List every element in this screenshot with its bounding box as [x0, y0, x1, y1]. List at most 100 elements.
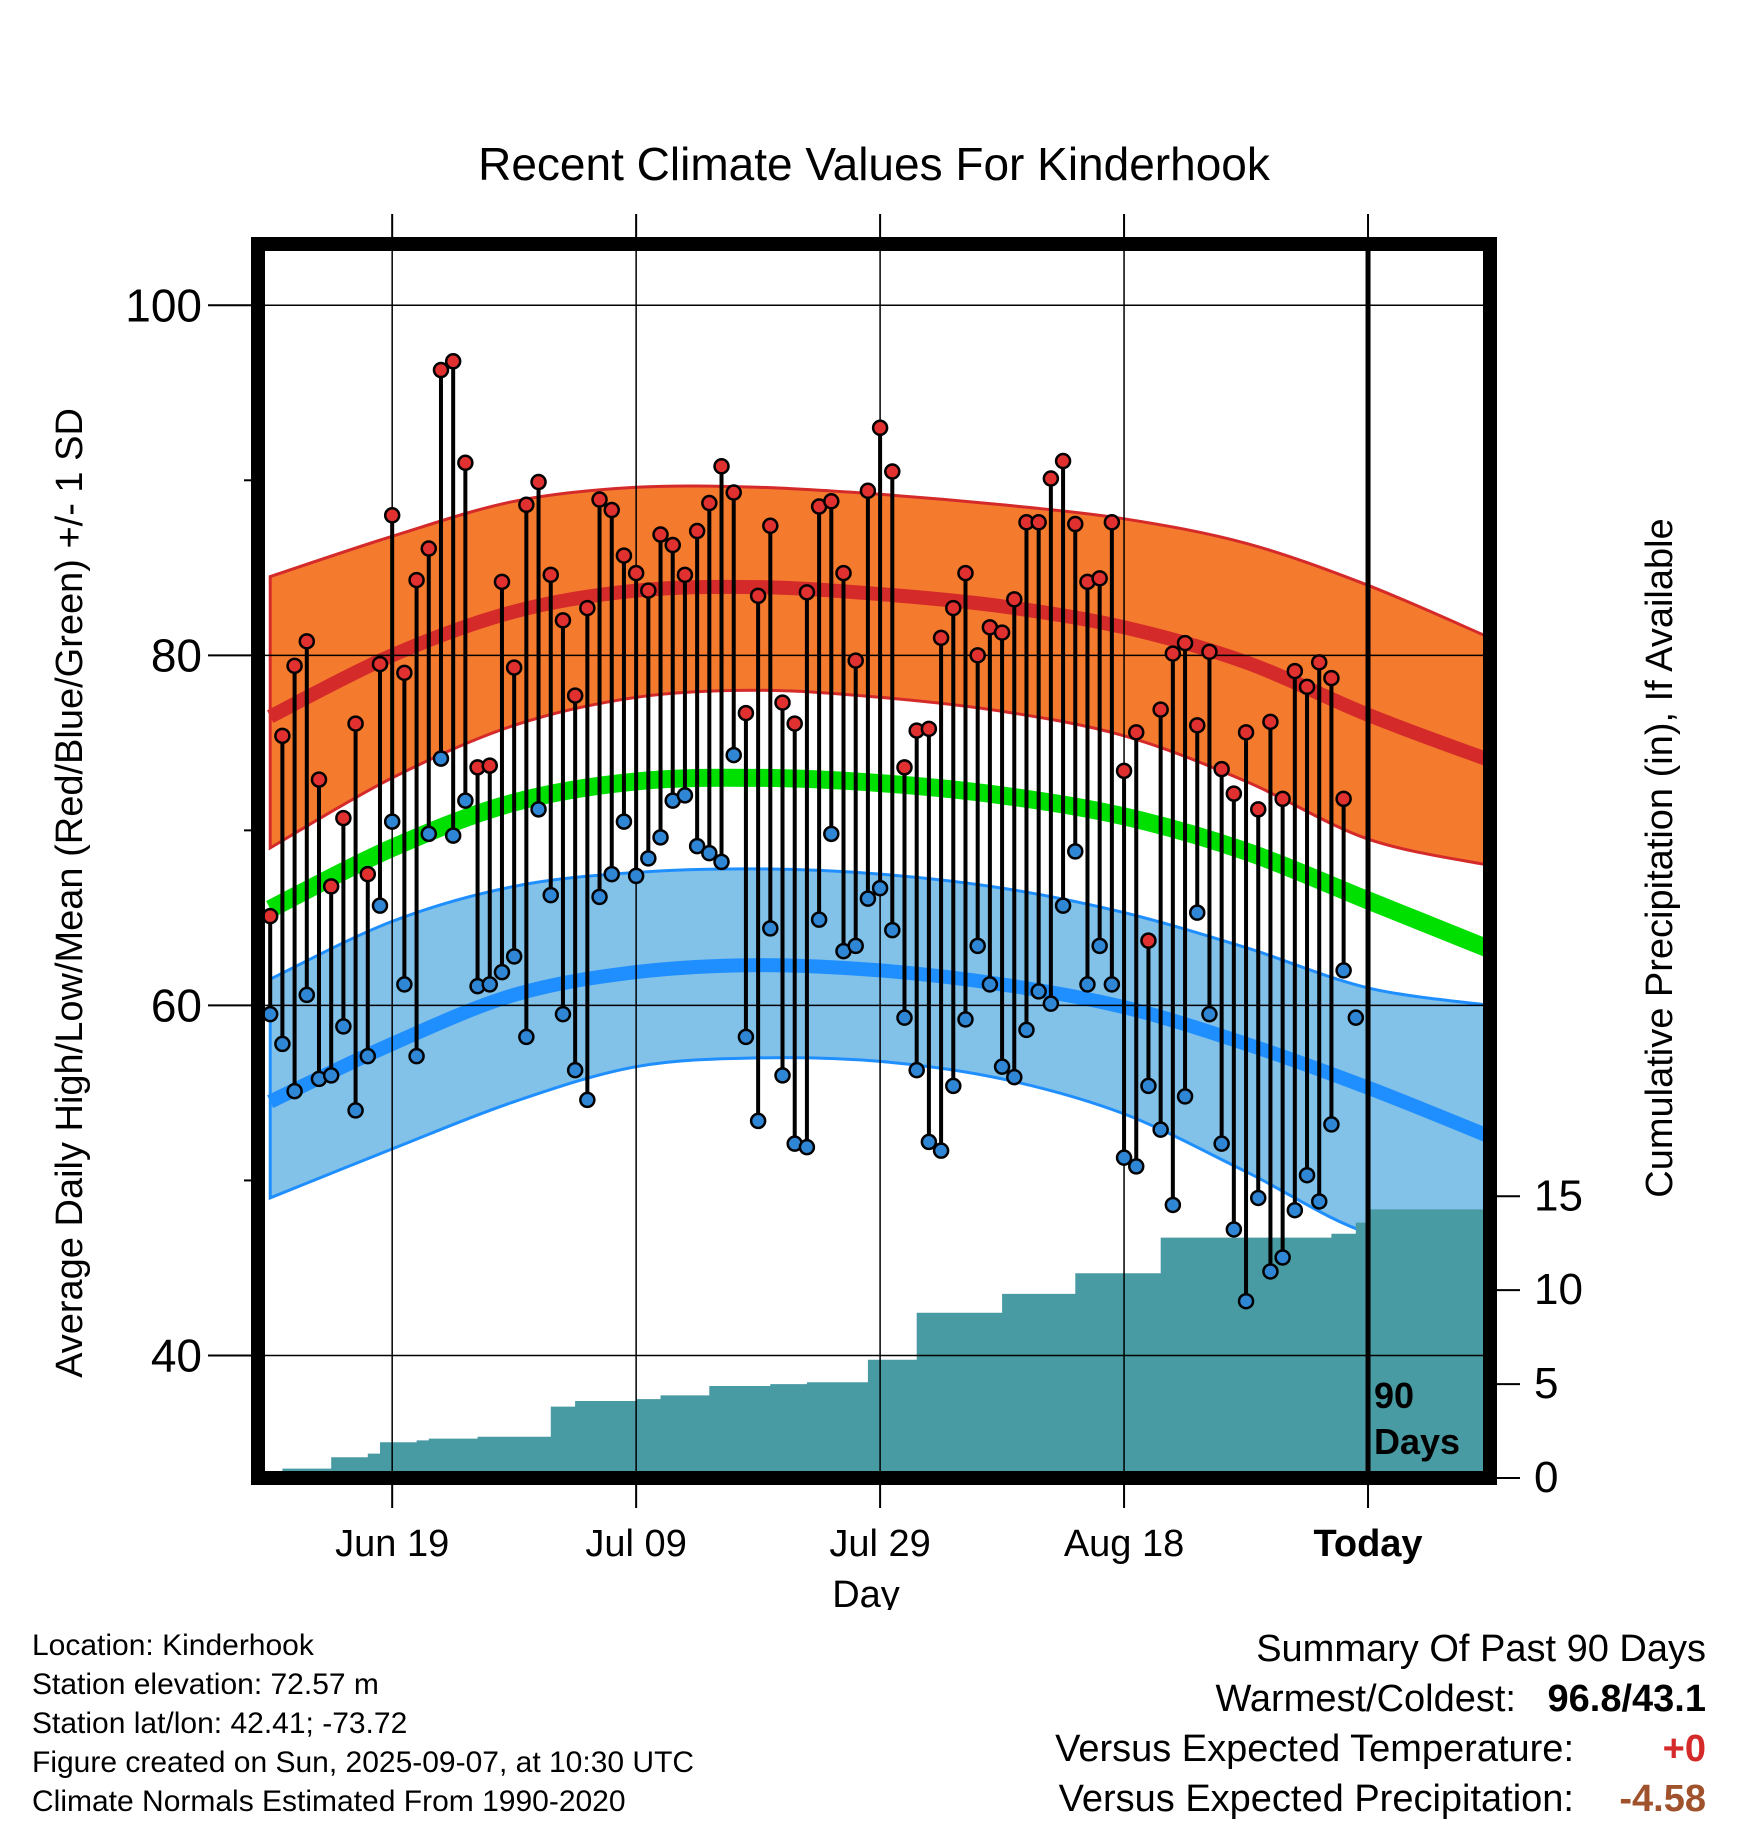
high-temp-point — [359, 865, 377, 883]
high-temp-point — [676, 566, 694, 584]
low-temp-point — [1262, 1263, 1279, 1280]
high-temp-point — [749, 587, 767, 605]
low-temp-point — [1225, 1221, 1243, 1238]
high-temp-point — [798, 584, 816, 601]
low-temp-point — [1188, 904, 1206, 921]
high-temp-point — [1176, 634, 1194, 652]
high-temp-point — [261, 907, 279, 925]
high-temp-point — [1164, 645, 1182, 662]
low-temp-point — [1347, 1009, 1365, 1026]
high-temp-point — [859, 482, 877, 500]
summary-panel: Summary Of Past 90 Days Warmest/Coldest:… — [1055, 1624, 1706, 1824]
y2-tick-label: 5 — [1534, 1359, 1558, 1408]
low-temp-point — [969, 937, 986, 955]
high-temp-point — [823, 493, 840, 510]
low-temp-point — [383, 813, 401, 830]
high-temp-point — [530, 473, 547, 491]
high-temp-point — [298, 633, 316, 650]
low-temp-point — [444, 827, 462, 844]
high-temp-point — [835, 564, 852, 582]
high-temp-point — [383, 507, 401, 524]
low-temp-point — [945, 1077, 962, 1095]
y2-tick-label: 0 — [1534, 1453, 1558, 1502]
high-temp-point — [1298, 678, 1316, 696]
high-temp-point — [615, 547, 633, 564]
low-temp-point — [810, 911, 828, 928]
high-temp-point — [884, 463, 901, 480]
low-temp-point — [335, 1018, 352, 1035]
y-tick-label: 40 — [151, 1329, 202, 1381]
high-temp-point — [1274, 790, 1291, 808]
low-temp-point — [457, 792, 474, 809]
high-temp-point — [1152, 701, 1169, 718]
low-temp-point — [1030, 983, 1047, 1000]
high-temp-point — [871, 419, 889, 437]
low-temp-point — [432, 750, 450, 767]
x-axis-label: Day — [832, 1574, 900, 1610]
low-temp-point — [530, 801, 547, 818]
low-temp-point — [579, 1091, 596, 1109]
high-temp-point — [896, 759, 913, 776]
low-temp-point — [1103, 976, 1121, 993]
low-temp-point — [774, 1067, 791, 1084]
high-temp-point — [688, 522, 706, 540]
low-temp-point — [481, 976, 499, 993]
high-temp-point — [444, 353, 462, 370]
y-tick-label: 60 — [151, 979, 202, 1031]
x-tick-label: Jun 19 — [335, 1523, 449, 1565]
low-temp-point — [676, 787, 694, 804]
low-temp-point — [347, 1102, 364, 1119]
low-temp-point — [1018, 1021, 1035, 1039]
low-temp-point — [591, 888, 608, 906]
low-temp-point — [957, 1011, 974, 1028]
high-temp-point — [652, 526, 669, 543]
low-temp-point — [274, 1035, 291, 1053]
y-axis-label: Average Daily High/Low/Mean (Red/Blue/Gr… — [49, 408, 91, 1378]
low-temp-point — [847, 937, 864, 955]
high-temp-point — [566, 687, 584, 704]
high-temp-point — [786, 715, 803, 732]
low-temp-point — [1079, 976, 1096, 993]
low-temp-point — [871, 879, 889, 897]
high-temp-point — [1335, 790, 1352, 808]
low-temp-point — [371, 897, 389, 914]
low-temp-point — [1054, 897, 1072, 914]
warmest-value: 96.8/43.1 — [1547, 1678, 1706, 1720]
low-temp-point — [762, 920, 779, 937]
low-temp-point — [1310, 1193, 1328, 1210]
x-tick-label: Jul 09 — [585, 1523, 686, 1565]
low-temp-point — [1249, 1189, 1267, 1207]
low-temp-point — [920, 1133, 938, 1151]
low-temp-point — [1201, 1005, 1218, 1023]
y-tick-label: 80 — [151, 629, 202, 681]
high-temp-point — [847, 652, 864, 669]
low-temp-point — [1286, 1201, 1304, 1219]
low-temp-point — [981, 976, 999, 993]
high-temp-point — [310, 771, 328, 788]
low-temp-point — [420, 825, 438, 843]
high-temp-point — [518, 496, 535, 514]
low-temp-point — [701, 844, 718, 862]
high-temp-point — [1225, 785, 1243, 802]
low-temp-point — [359, 1047, 377, 1065]
high-temp-point — [1249, 801, 1267, 818]
summary-title: Summary Of Past 90 Days — [1256, 1628, 1706, 1670]
y2-tick-label: 15 — [1534, 1171, 1583, 1220]
low-temp-point — [493, 963, 511, 981]
high-temp-point — [1006, 591, 1023, 608]
high-temp-point — [432, 361, 450, 379]
normals-text: Climate Normals Estimated From 1990-2020 — [32, 1785, 626, 1818]
y2-tick-label: 10 — [1534, 1265, 1583, 1314]
x-tick-label: Jul 29 — [829, 1523, 930, 1565]
low-temp-point — [823, 825, 840, 843]
low-temp-point — [688, 837, 706, 855]
high-temp-point — [554, 612, 572, 629]
low-temp-point — [1176, 1088, 1194, 1105]
x-tick-label: Aug 18 — [1064, 1523, 1184, 1565]
low-temp-point — [298, 986, 316, 1004]
low-temp-point — [1006, 1068, 1023, 1086]
warmest-label: Warmest/Coldest: — [1215, 1678, 1516, 1720]
low-temp-point — [408, 1047, 425, 1065]
low-temp-point — [627, 867, 645, 885]
high-temp-point — [286, 657, 303, 675]
